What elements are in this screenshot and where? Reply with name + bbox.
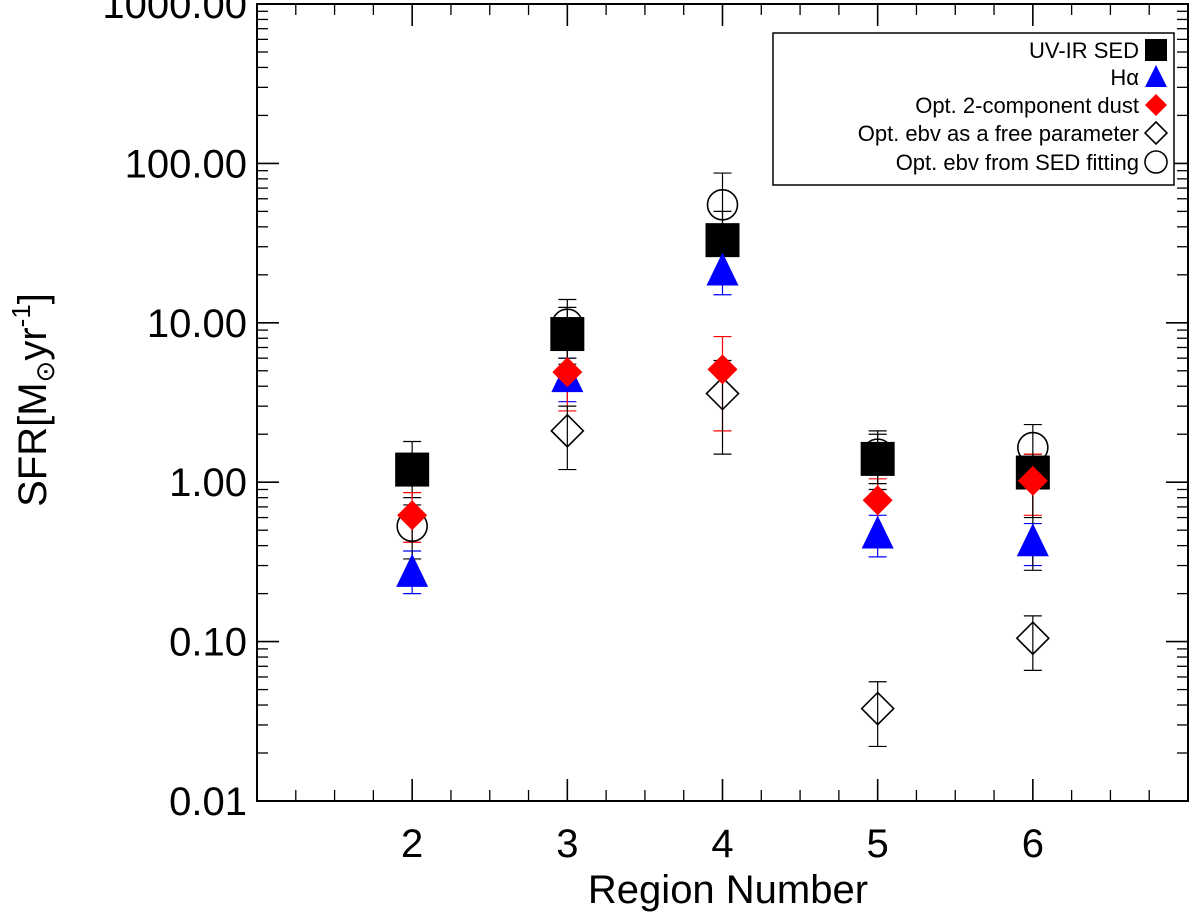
legend-label: UV-IR SED: [1029, 38, 1139, 63]
legend-marker: [1145, 94, 1167, 116]
legend-marker: [1144, 150, 1168, 174]
legend-entry: Hα: [1110, 65, 1167, 90]
data-point: [550, 413, 585, 448]
x-tick-labels: 2 3 4 5 6: [401, 822, 1044, 866]
y-axis-title-prefix: SFR[M: [11, 382, 55, 506]
data-point: [862, 485, 893, 516]
legend-entry: Opt. ebv from SED fitting: [896, 150, 1168, 175]
y-tick-label: 1000.00: [102, 0, 247, 27]
tick-marks: [256, 3, 1189, 802]
x-tick-label: 3: [556, 822, 578, 866]
data-point: [707, 354, 738, 385]
x-axis-title: Region Number: [588, 868, 868, 912]
y-tick-label: 0.10: [169, 621, 247, 665]
data-point: [706, 188, 739, 221]
data-point: [705, 223, 740, 258]
x-tick-label: 2: [401, 822, 423, 866]
y-tick-label: 100.00: [125, 142, 247, 186]
data-point: [550, 317, 585, 352]
data-point: [1016, 523, 1049, 557]
data-markers: [395, 188, 1050, 726]
data-point: [396, 553, 429, 587]
x-tick-label: 4: [711, 822, 733, 866]
data-point: [1015, 621, 1050, 656]
y-axis-title: SFR[M⊙yr-1]: [6, 293, 60, 507]
data-point: [1017, 465, 1048, 496]
legend-label: Opt. 2-component dust: [915, 93, 1139, 118]
y-axis-title-exponent: -1: [6, 304, 36, 327]
legend-entry: UV-IR SED: [1029, 38, 1167, 63]
y-tick-labels: 0.01 0.10 1.00 10.00 100.00 1000.00: [102, 0, 247, 824]
y-tick-label: 1.00: [169, 461, 247, 505]
data-point: [860, 691, 895, 726]
legend-label: Opt. ebv as a free parameter: [858, 121, 1139, 146]
y-tick-label: 0.01: [169, 780, 247, 824]
legend-marker: [1145, 39, 1167, 61]
data-point: [705, 376, 740, 411]
y-axis-title-unit: yr: [11, 327, 55, 360]
data-point: [397, 500, 428, 531]
legend-entry: Opt. ebv as a free parameter: [858, 120, 1169, 146]
legend-entry: Opt. 2-component dust: [915, 93, 1167, 118]
data-point: [860, 441, 895, 476]
legend-label: Opt. ebv from SED fitting: [896, 150, 1139, 175]
svg-text:SFR[M⊙yr-1]: SFR[M⊙yr-1]: [6, 293, 60, 507]
error-bar: [558, 405, 577, 471]
y-tick-label: 10.00: [147, 302, 247, 346]
y-axis-sun-symbol: ⊙: [30, 361, 60, 383]
data-point: [861, 515, 894, 549]
x-tick-label: 6: [1022, 822, 1044, 866]
data-point: [395, 452, 430, 487]
legend-marker: [1145, 65, 1167, 87]
legend-label: Hα: [1110, 65, 1139, 90]
error-bar: [868, 681, 887, 748]
error-bar: [1023, 615, 1042, 671]
data-point: [706, 252, 739, 286]
data-point: [552, 357, 583, 388]
x-tick-label: 5: [867, 822, 889, 866]
legend-marker: [1143, 120, 1169, 146]
legend-box: [772, 32, 1175, 186]
